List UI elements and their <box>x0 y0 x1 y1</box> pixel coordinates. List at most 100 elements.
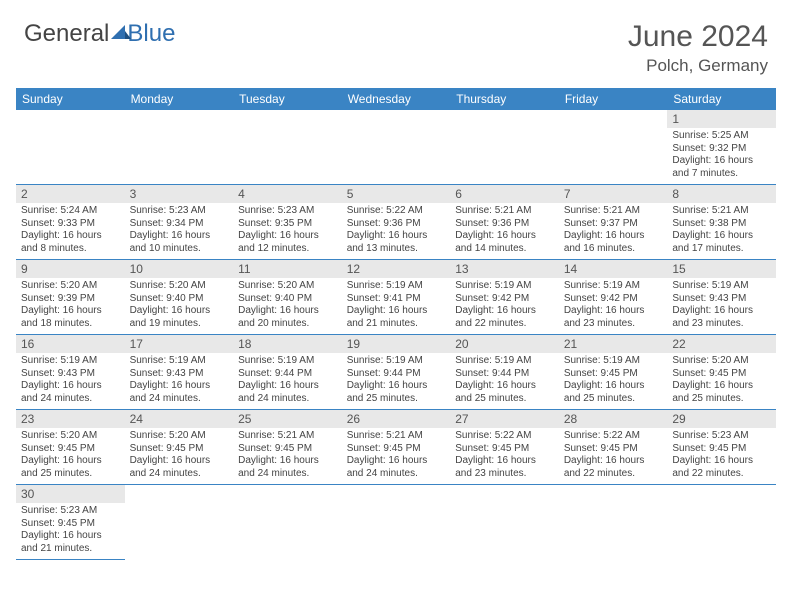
sunrise-text: Sunrise: 5:19 AM <box>238 355 337 368</box>
day-number: 19 <box>342 335 451 353</box>
sunset-text: Sunset: 9:35 PM <box>238 218 337 231</box>
daylight-text-2: and 19 minutes. <box>130 318 229 331</box>
day-number: 5 <box>342 185 451 203</box>
daylight-text-1: Daylight: 16 hours <box>672 155 771 168</box>
sunset-text: Sunset: 9:36 PM <box>347 218 446 231</box>
sunrise-text: Sunrise: 5:20 AM <box>21 280 120 293</box>
daylight-text-1: Daylight: 16 hours <box>21 530 120 543</box>
daylight-text-2: and 14 minutes. <box>455 243 554 256</box>
sunset-text: Sunset: 9:43 PM <box>672 293 771 306</box>
day-number: 22 <box>667 335 776 353</box>
daylight-text-1: Daylight: 16 hours <box>238 230 337 243</box>
daylight-text-1: Daylight: 16 hours <box>130 455 229 468</box>
sunset-text: Sunset: 9:44 PM <box>347 368 446 381</box>
calendar-cell: 29Sunrise: 5:23 AMSunset: 9:45 PMDayligh… <box>667 410 776 485</box>
daylight-text-2: and 22 minutes. <box>672 468 771 481</box>
daylight-text-2: and 18 minutes. <box>21 318 120 331</box>
sunrise-text: Sunrise: 5:23 AM <box>238 205 337 218</box>
daylight-text-1: Daylight: 16 hours <box>564 380 663 393</box>
calendar-cell <box>450 485 559 560</box>
daylight-text-1: Daylight: 16 hours <box>672 455 771 468</box>
weekday-header: Wednesday <box>342 88 451 110</box>
sunrise-text: Sunrise: 5:19 AM <box>564 280 663 293</box>
calendar-cell: 24Sunrise: 5:20 AMSunset: 9:45 PMDayligh… <box>125 410 234 485</box>
daylight-text-2: and 24 minutes. <box>130 393 229 406</box>
day-number: 12 <box>342 260 451 278</box>
sunset-text: Sunset: 9:44 PM <box>238 368 337 381</box>
day-details: Sunrise: 5:24 AMSunset: 9:33 PMDaylight:… <box>16 203 125 259</box>
sunrise-text: Sunrise: 5:21 AM <box>564 205 663 218</box>
calendar-body: 1Sunrise: 5:25 AMSunset: 9:32 PMDaylight… <box>16 110 776 560</box>
sunrise-text: Sunrise: 5:19 AM <box>347 280 446 293</box>
daylight-text-2: and 16 minutes. <box>564 243 663 256</box>
day-number: 20 <box>450 335 559 353</box>
daylight-text-1: Daylight: 16 hours <box>130 380 229 393</box>
calendar-head: SundayMondayTuesdayWednesdayThursdayFrid… <box>16 88 776 110</box>
sunset-text: Sunset: 9:38 PM <box>672 218 771 231</box>
day-number: 8 <box>667 185 776 203</box>
sunrise-text: Sunrise: 5:19 AM <box>455 280 554 293</box>
sunset-text: Sunset: 9:34 PM <box>130 218 229 231</box>
calendar-cell: 16Sunrise: 5:19 AMSunset: 9:43 PMDayligh… <box>16 335 125 410</box>
sunset-text: Sunset: 9:45 PM <box>564 368 663 381</box>
logo-text-1: General <box>24 20 109 48</box>
sunset-text: Sunset: 9:45 PM <box>564 443 663 456</box>
daylight-text-2: and 13 minutes. <box>347 243 446 256</box>
daylight-text-1: Daylight: 16 hours <box>347 305 446 318</box>
sunset-text: Sunset: 9:44 PM <box>455 368 554 381</box>
sunset-text: Sunset: 9:39 PM <box>21 293 120 306</box>
day-number: 17 <box>125 335 234 353</box>
sunrise-text: Sunrise: 5:19 AM <box>21 355 120 368</box>
sunrise-text: Sunrise: 5:19 AM <box>672 280 771 293</box>
sunrise-text: Sunrise: 5:19 AM <box>347 355 446 368</box>
calendar-cell <box>667 485 776 560</box>
day-details: Sunrise: 5:22 AMSunset: 9:45 PMDaylight:… <box>559 428 668 484</box>
daylight-text-1: Daylight: 16 hours <box>455 230 554 243</box>
sunrise-text: Sunrise: 5:21 AM <box>672 205 771 218</box>
calendar-cell: 9Sunrise: 5:20 AMSunset: 9:39 PMDaylight… <box>16 260 125 335</box>
day-number: 16 <box>16 335 125 353</box>
day-number: 2 <box>16 185 125 203</box>
calendar-cell <box>16 110 125 185</box>
calendar-cell: 8Sunrise: 5:21 AMSunset: 9:38 PMDaylight… <box>667 185 776 260</box>
sunrise-text: Sunrise: 5:25 AM <box>672 130 771 143</box>
sunrise-text: Sunrise: 5:21 AM <box>347 430 446 443</box>
daylight-text-2: and 12 minutes. <box>238 243 337 256</box>
sunset-text: Sunset: 9:45 PM <box>130 443 229 456</box>
day-details: Sunrise: 5:22 AMSunset: 9:36 PMDaylight:… <box>342 203 451 259</box>
daylight-text-2: and 24 minutes. <box>130 468 229 481</box>
day-number: 15 <box>667 260 776 278</box>
daylight-text-2: and 24 minutes. <box>238 393 337 406</box>
day-details: Sunrise: 5:23 AMSunset: 9:45 PMDaylight:… <box>16 503 125 559</box>
calendar-cell: 22Sunrise: 5:20 AMSunset: 9:45 PMDayligh… <box>667 335 776 410</box>
weekday-header: Friday <box>559 88 668 110</box>
calendar-cell <box>125 485 234 560</box>
calendar-cell: 13Sunrise: 5:19 AMSunset: 9:42 PMDayligh… <box>450 260 559 335</box>
daylight-text-1: Daylight: 16 hours <box>564 305 663 318</box>
day-details: Sunrise: 5:19 AMSunset: 9:44 PMDaylight:… <box>233 353 342 409</box>
day-details: Sunrise: 5:19 AMSunset: 9:45 PMDaylight:… <box>559 353 668 409</box>
weekday-header: Tuesday <box>233 88 342 110</box>
day-details: Sunrise: 5:21 AMSunset: 9:38 PMDaylight:… <box>667 203 776 259</box>
sunrise-text: Sunrise: 5:20 AM <box>130 430 229 443</box>
sunset-text: Sunset: 9:45 PM <box>21 443 120 456</box>
weekday-header: Monday <box>125 88 234 110</box>
sunrise-text: Sunrise: 5:23 AM <box>672 430 771 443</box>
sunset-text: Sunset: 9:37 PM <box>564 218 663 231</box>
daylight-text-1: Daylight: 16 hours <box>347 380 446 393</box>
sunrise-text: Sunrise: 5:19 AM <box>564 355 663 368</box>
day-number: 29 <box>667 410 776 428</box>
calendar-cell: 23Sunrise: 5:20 AMSunset: 9:45 PMDayligh… <box>16 410 125 485</box>
day-details: Sunrise: 5:20 AMSunset: 9:40 PMDaylight:… <box>125 278 234 334</box>
sunset-text: Sunset: 9:43 PM <box>21 368 120 381</box>
day-number: 1 <box>667 110 776 128</box>
sunset-text: Sunset: 9:41 PM <box>347 293 446 306</box>
calendar-cell <box>559 485 668 560</box>
day-details: Sunrise: 5:19 AMSunset: 9:44 PMDaylight:… <box>450 353 559 409</box>
daylight-text-2: and 7 minutes. <box>672 168 771 181</box>
sunrise-text: Sunrise: 5:21 AM <box>238 430 337 443</box>
day-details: Sunrise: 5:19 AMSunset: 9:43 PMDaylight:… <box>125 353 234 409</box>
daylight-text-2: and 21 minutes. <box>21 543 120 556</box>
calendar-cell: 2Sunrise: 5:24 AMSunset: 9:33 PMDaylight… <box>16 185 125 260</box>
day-details: Sunrise: 5:19 AMSunset: 9:42 PMDaylight:… <box>450 278 559 334</box>
